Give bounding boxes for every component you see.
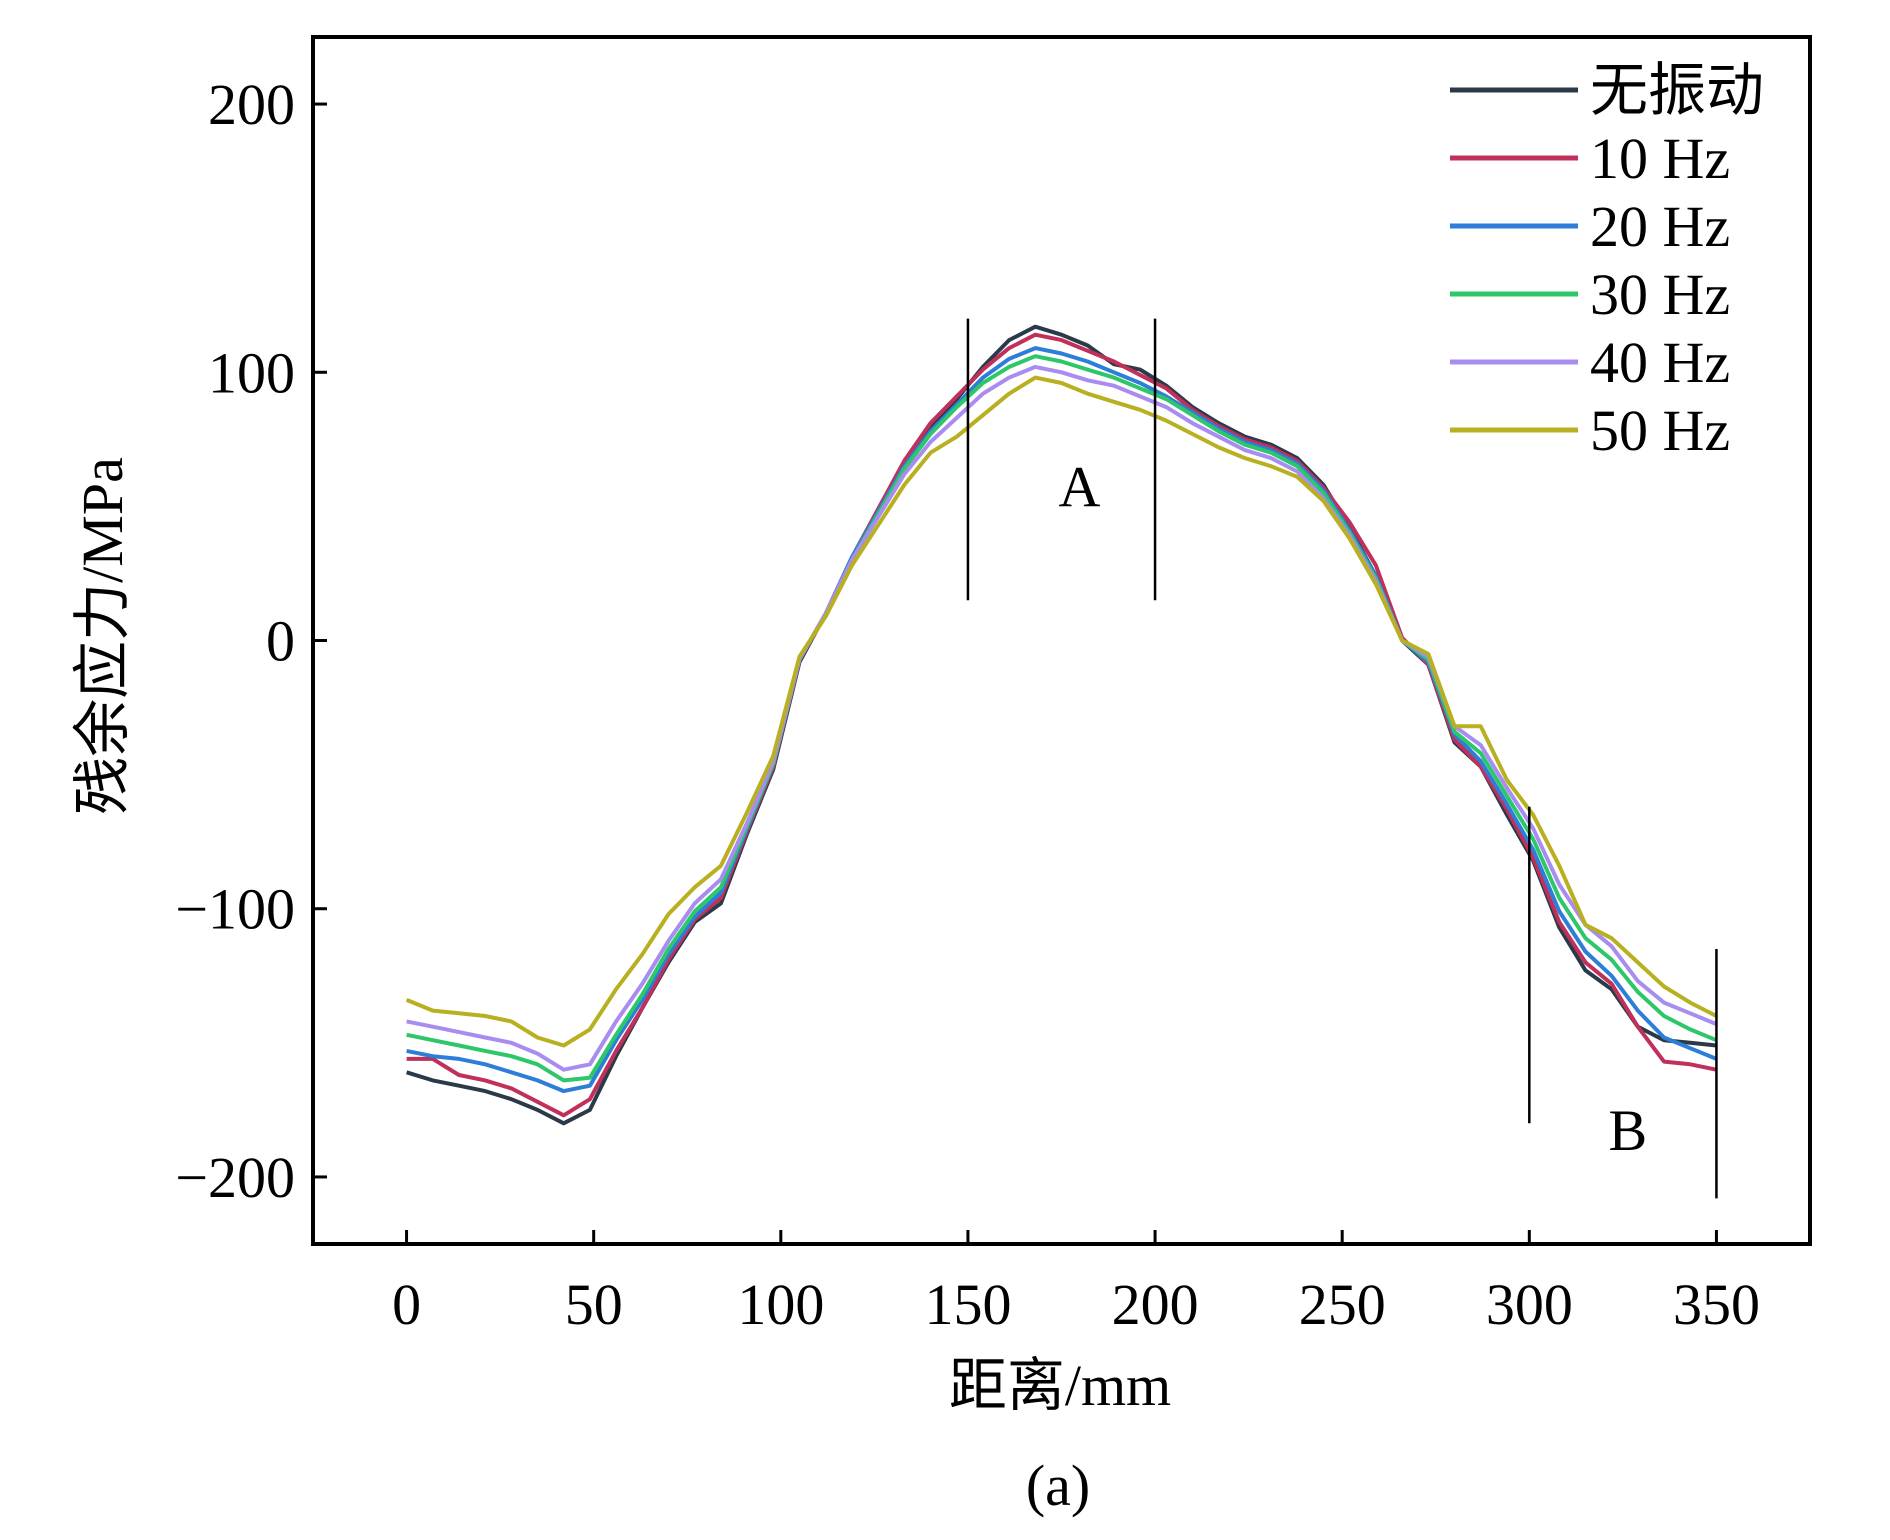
series-line-2: [406, 346, 1718, 1094]
annotation-layer: AB: [966, 318, 1718, 1199]
series-line-5: [405, 375, 1718, 1048]
y-axis-ticks: 200 100 0 −100 −200: [175, 72, 327, 1210]
figure-caption: (a): [1026, 1453, 1090, 1518]
x-axis-ticks: 0 50 100 150 200 250 300 350: [392, 1230, 1760, 1337]
x-tick-label: 150: [924, 1272, 1011, 1337]
series-line-4: [406, 364, 1718, 1072]
series-layer: [405, 324, 1718, 1126]
x-tick-label: 200: [1112, 1272, 1199, 1337]
y-tick-label: 0: [266, 609, 295, 674]
y-tick-label: 100: [208, 340, 295, 405]
x-tick-label: 300: [1486, 1272, 1573, 1337]
x-tick-label: 0: [392, 1272, 421, 1337]
region-a-label: A: [1059, 454, 1101, 519]
legend-label-0: 无振动: [1590, 58, 1764, 123]
series-line-3: [406, 354, 1718, 1083]
legend-label-5: 50 Hz: [1590, 398, 1730, 463]
x-axis-title: 距离/mm: [949, 1353, 1171, 1418]
y-axis-title: 残余应力/MPa: [70, 457, 135, 815]
region-b-label: B: [1609, 1098, 1648, 1163]
legend-label-2: 20 Hz: [1590, 194, 1730, 259]
x-tick-label: 350: [1673, 1272, 1760, 1337]
y-tick-label: −200: [175, 1145, 295, 1210]
x-tick-label: 100: [737, 1272, 824, 1337]
x-tick-label: 50: [565, 1272, 623, 1337]
series-line-1: [406, 332, 1717, 1118]
y-tick-label: −100: [175, 877, 295, 942]
legend-label-1: 10 Hz: [1590, 126, 1730, 191]
legend-label-4: 40 Hz: [1590, 330, 1730, 395]
legend-label-3: 30 Hz: [1590, 262, 1730, 327]
series-line-0: [406, 324, 1717, 1126]
x-tick-label: 250: [1299, 1272, 1386, 1337]
y-tick-label: 200: [208, 72, 295, 137]
